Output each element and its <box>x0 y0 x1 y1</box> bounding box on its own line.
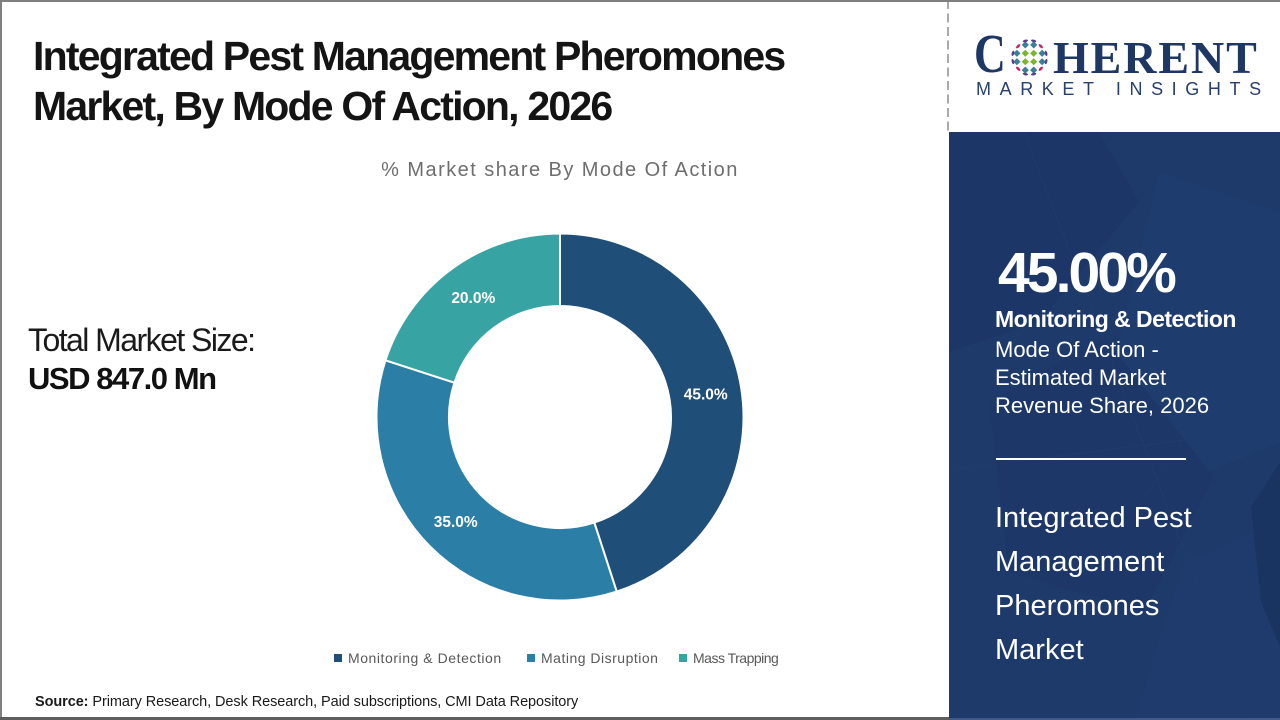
svg-text:20.0%: 20.0% <box>451 290 495 307</box>
svg-text:45.0%: 45.0% <box>684 386 728 403</box>
svg-text:35.0%: 35.0% <box>434 513 478 530</box>
